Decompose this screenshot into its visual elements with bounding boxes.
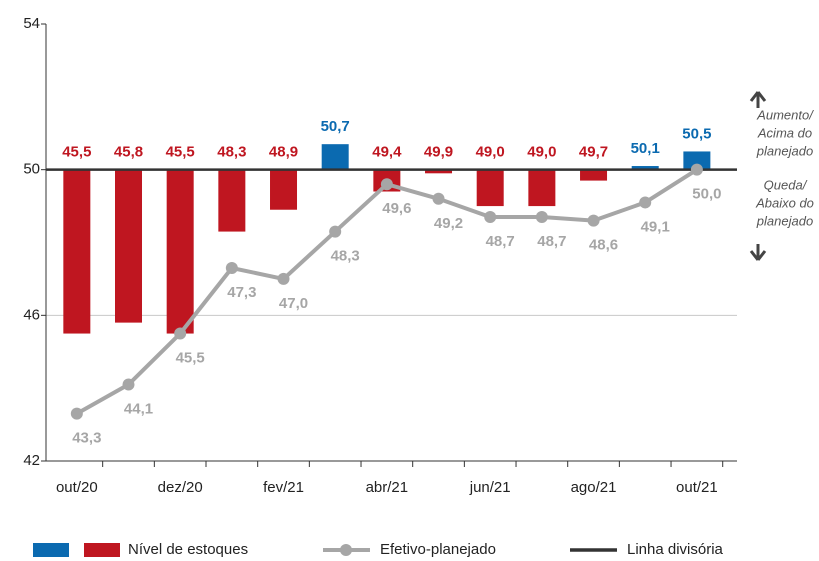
x-tick-label: out/21 <box>676 479 718 496</box>
legend-label: Nível de estoques <box>128 541 248 558</box>
y-tick-label: 54 <box>23 15 40 32</box>
point <box>174 327 187 340</box>
value-label: 49,2 <box>434 215 463 232</box>
legend-swatch <box>33 543 69 557</box>
bar <box>321 144 349 170</box>
bar <box>115 169 143 323</box>
value-label: 43,3 <box>72 430 101 447</box>
point <box>535 211 548 224</box>
annotation: Abaixo do <box>755 195 814 210</box>
point <box>277 272 290 285</box>
legend-swatch <box>84 543 120 557</box>
point <box>587 214 600 227</box>
annotation: Queda/ <box>764 177 808 192</box>
value-label: 47,3 <box>227 284 256 301</box>
value-label: 50,0 <box>692 186 721 203</box>
value-label: 49,0 <box>527 144 556 161</box>
value-label: 49,1 <box>641 218 670 235</box>
point <box>432 192 445 205</box>
value-label: 48,9 <box>269 144 298 161</box>
bar <box>528 169 556 207</box>
point <box>70 407 83 420</box>
point <box>225 261 238 274</box>
value-label: 48,3 <box>217 144 246 161</box>
value-label: 48,7 <box>537 233 566 250</box>
value-label: 50,7 <box>321 118 350 135</box>
x-tick-label: jun/21 <box>469 479 511 496</box>
bar <box>631 166 659 170</box>
point <box>690 163 703 176</box>
value-label: 49,7 <box>579 144 608 161</box>
value-label: 45,8 <box>114 144 143 161</box>
bar <box>166 169 194 334</box>
annotation: Acima do <box>757 125 812 140</box>
value-label: 50,5 <box>682 125 711 142</box>
down-arrow <box>749 244 767 261</box>
legend-label: Efetivo-planejado <box>380 541 496 558</box>
value-label: 48,7 <box>486 233 515 250</box>
bar <box>270 169 298 210</box>
value-label: 45,5 <box>62 144 91 161</box>
y-tick-label: 46 <box>23 306 40 323</box>
value-label: 45,5 <box>176 350 205 367</box>
value-label: 49,6 <box>382 200 411 217</box>
annotation: planejado <box>756 143 813 158</box>
legend-swatch <box>340 544 352 556</box>
y-tick-label: 42 <box>23 452 40 469</box>
annotation: Aumento/ <box>756 107 814 122</box>
value-label: 45,5 <box>166 144 195 161</box>
bar <box>476 169 504 207</box>
point <box>484 211 497 224</box>
bar <box>425 169 453 174</box>
value-label: 48,3 <box>331 248 360 265</box>
value-label: 49,0 <box>476 144 505 161</box>
x-tick-label: abr/21 <box>366 479 409 496</box>
value-label: 44,1 <box>124 400 153 417</box>
value-label: 50,1 <box>631 140 660 157</box>
point <box>639 196 652 209</box>
bar <box>63 169 91 334</box>
bar <box>580 169 608 181</box>
value-label: 47,0 <box>279 295 308 312</box>
point <box>380 178 393 191</box>
y-tick-label: 50 <box>23 161 40 178</box>
x-tick-label: ago/21 <box>571 479 617 496</box>
point <box>329 225 342 238</box>
bar <box>218 169 246 232</box>
x-tick-label: out/20 <box>56 479 98 496</box>
up-arrow <box>749 91 767 108</box>
annotation: planejado <box>756 213 813 228</box>
legend-label: Linha divisória <box>627 541 724 558</box>
x-tick-label: dez/20 <box>158 479 203 496</box>
bar <box>683 151 711 170</box>
value-label: 49,9 <box>424 144 453 161</box>
point <box>122 378 135 391</box>
value-label: 48,6 <box>589 237 618 254</box>
value-label: 49,4 <box>372 144 402 161</box>
x-tick-label: fev/21 <box>263 479 304 496</box>
